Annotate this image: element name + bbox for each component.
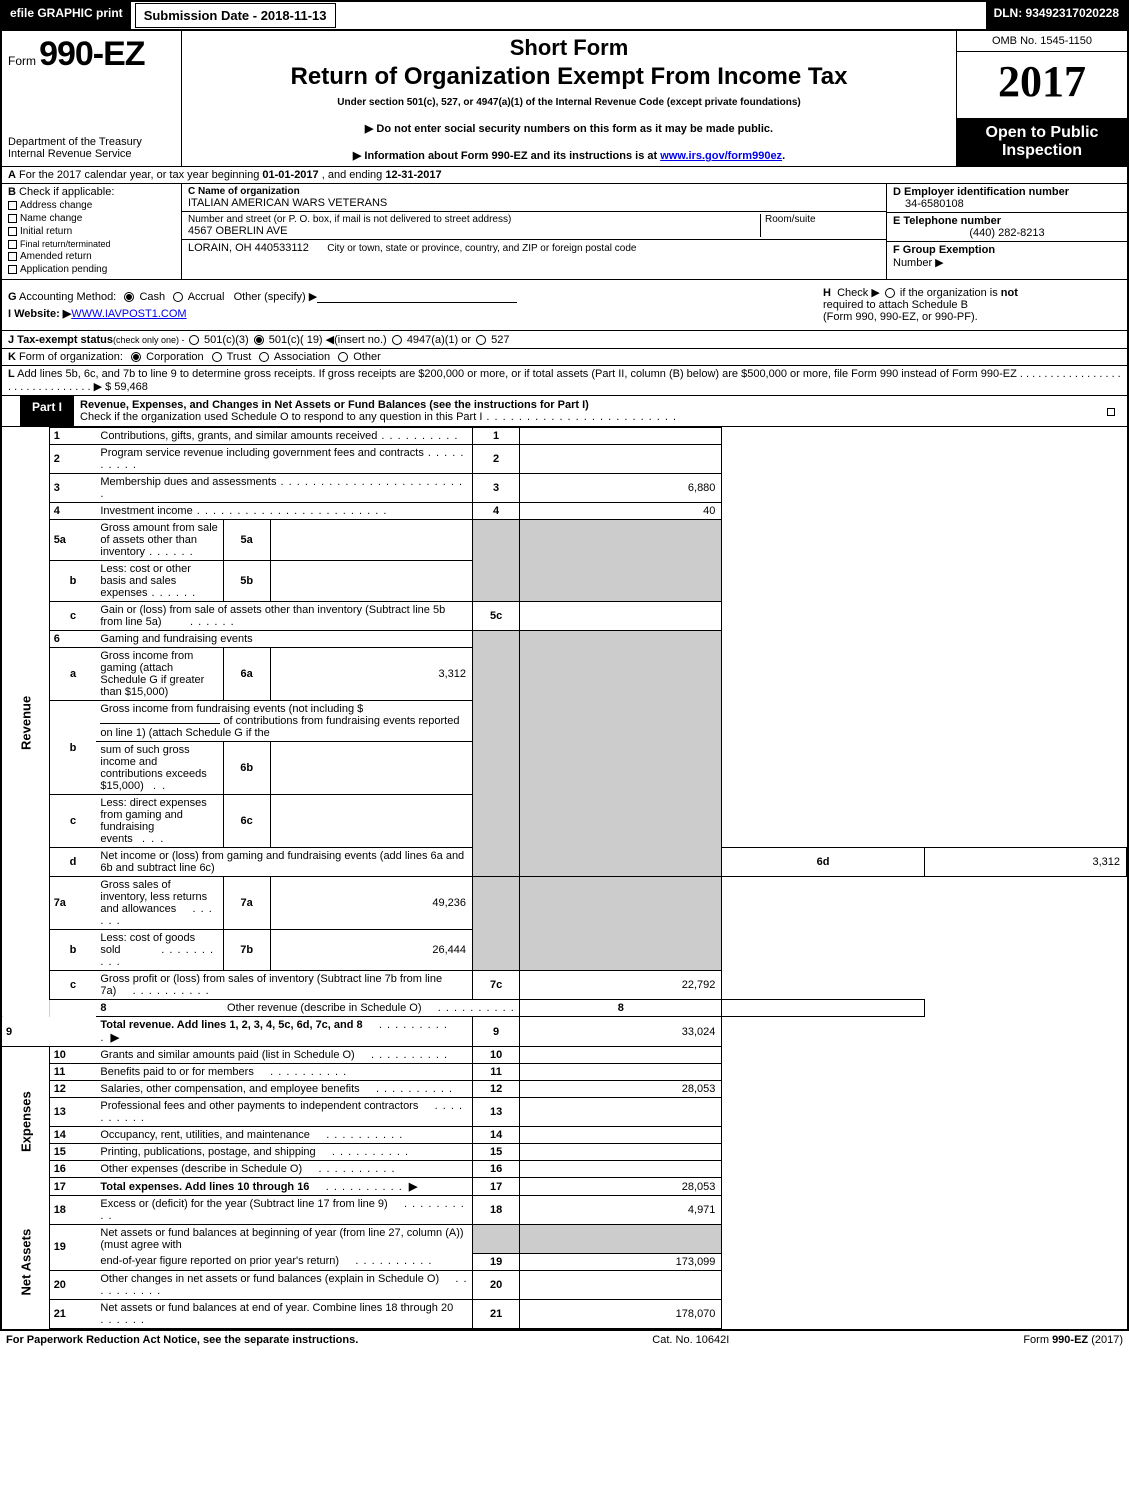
val-12: 28,053 bbox=[520, 1081, 722, 1098]
val-18: 4,971 bbox=[520, 1196, 722, 1225]
chk-amended-return[interactable] bbox=[8, 252, 17, 261]
section-g-h-i: G Accounting Method: Cash Accrual Other … bbox=[2, 280, 1127, 331]
omb-number: OMB No. 1545-1150 bbox=[957, 31, 1127, 52]
dln-label: DLN: 93492317020228 bbox=[986, 2, 1127, 29]
chk-initial-return[interactable] bbox=[8, 227, 17, 236]
val-1 bbox=[520, 428, 722, 445]
section-b: B Check if applicable: Address change Na… bbox=[2, 184, 182, 279]
line-l: L Add lines 5b, 6c, and 7b to line 9 to … bbox=[2, 366, 1127, 396]
chk-address-change[interactable] bbox=[8, 201, 17, 210]
ssn-warning: ▶ Do not enter social security numbers o… bbox=[188, 122, 950, 135]
radio-527[interactable] bbox=[476, 335, 486, 345]
line-j: J Tax-exempt status(check only one) - 50… bbox=[2, 331, 1127, 349]
form-number: 990-EZ bbox=[39, 35, 145, 73]
val-5b bbox=[270, 561, 472, 602]
val-19: 173,099 bbox=[520, 1253, 722, 1270]
room-suite-label: Room/suite bbox=[760, 214, 880, 237]
section-d-e-f: D Employer identification number 34-6580… bbox=[887, 184, 1127, 279]
side-expenses: Expenses bbox=[2, 1047, 49, 1196]
radio-4947[interactable] bbox=[392, 335, 402, 345]
val-9: 33,024 bbox=[520, 1017, 722, 1047]
radio-cash[interactable] bbox=[124, 292, 134, 302]
val-16 bbox=[520, 1161, 722, 1178]
val-7a: 49,236 bbox=[270, 877, 472, 930]
short-form-title: Short Form bbox=[188, 35, 950, 61]
line-i: I Website: ▶WWW.IAVPOST1.COM bbox=[8, 307, 811, 320]
val-8 bbox=[722, 1000, 924, 1017]
radio-501c[interactable] bbox=[254, 335, 264, 345]
instructions-link[interactable]: www.irs.gov/form990ez bbox=[660, 150, 782, 162]
phone-value: (440) 282-8213 bbox=[893, 227, 1121, 239]
side-revenue: Revenue bbox=[2, 428, 49, 1017]
val-13 bbox=[520, 1098, 722, 1127]
submission-date-label: Submission Date - 2018-11-13 bbox=[135, 3, 336, 28]
group-exemption-label: F Group Exemption bbox=[893, 244, 995, 256]
side-net-assets: Net Assets bbox=[2, 1196, 49, 1329]
val-6c bbox=[270, 795, 472, 848]
val-21: 178,070 bbox=[520, 1299, 722, 1328]
val-3: 6,880 bbox=[520, 474, 722, 503]
page-footer: For Paperwork Reduction Act Notice, see … bbox=[0, 1331, 1129, 1349]
val-5c bbox=[520, 602, 722, 631]
val-4: 40 bbox=[520, 503, 722, 520]
radio-trust[interactable] bbox=[212, 352, 222, 362]
ein-value: 34-6580108 bbox=[893, 198, 1121, 210]
radio-corporation[interactable] bbox=[131, 352, 141, 362]
val-7b: 26,444 bbox=[270, 930, 472, 971]
chk-final-return[interactable] bbox=[8, 240, 17, 249]
val-14 bbox=[520, 1127, 722, 1144]
radio-association[interactable] bbox=[259, 352, 269, 362]
street-address: 4567 OBERLIN AVE bbox=[188, 225, 760, 237]
part-1-table: Revenue 1 Contributions, gifts, grants, … bbox=[2, 427, 1127, 1329]
val-2 bbox=[520, 445, 722, 474]
val-6d: 3,312 bbox=[924, 848, 1126, 877]
chk-application-pending[interactable] bbox=[8, 265, 17, 274]
line-h: H Check ▶ if the organization is not req… bbox=[817, 280, 1127, 330]
radio-other-org[interactable] bbox=[338, 352, 348, 362]
efile-print-button[interactable]: efile GRAPHIC print bbox=[2, 2, 133, 29]
chk-name-change[interactable] bbox=[8, 214, 17, 223]
form-prefix: Form bbox=[8, 54, 36, 68]
tax-year: 2017 bbox=[957, 52, 1127, 118]
val-7c: 22,792 bbox=[520, 971, 722, 1000]
part-1-tab: Part I bbox=[20, 396, 74, 426]
topbar: efile GRAPHIC print Submission Date - 20… bbox=[2, 2, 1127, 31]
open-to-public-badge: Open to PublicInspection bbox=[957, 118, 1127, 166]
val-6b bbox=[270, 742, 472, 795]
radio-501c3[interactable] bbox=[189, 335, 199, 345]
line-a: A For the 2017 calendar year, or tax yea… bbox=[2, 167, 1127, 184]
org-name: ITALIAN AMERICAN WARS VETERANS bbox=[188, 197, 880, 209]
section-c: C Name of organization ITALIAN AMERICAN … bbox=[182, 184, 887, 279]
form-title: Return of Organization Exempt From Incom… bbox=[188, 63, 950, 91]
website-link[interactable]: WWW.IAVPOST1.COM bbox=[71, 308, 186, 320]
val-6a: 3,312 bbox=[270, 648, 472, 701]
city-state-zip: LORAIN, OH 440533112 bbox=[188, 242, 309, 254]
radio-accrual[interactable] bbox=[173, 292, 183, 302]
radio-schedule-b[interactable] bbox=[885, 288, 895, 298]
val-15 bbox=[520, 1144, 722, 1161]
chk-schedule-o-part1[interactable] bbox=[1107, 408, 1115, 416]
cat-no: Cat. No. 10642I bbox=[652, 1334, 729, 1346]
val-10 bbox=[520, 1047, 722, 1064]
val-20 bbox=[520, 1270, 722, 1299]
val-17: 28,053 bbox=[520, 1178, 722, 1196]
line-g: G Accounting Method: Cash Accrual Other … bbox=[8, 290, 811, 303]
form-header: Form 990-EZ Department of the Treasury I… bbox=[2, 31, 1127, 167]
val-5a bbox=[270, 520, 472, 561]
form-subtitle: Under section 501(c), 527, or 4947(a)(1)… bbox=[188, 97, 950, 108]
val-11 bbox=[520, 1064, 722, 1081]
line-k: K Form of organization: Corporation Trus… bbox=[2, 349, 1127, 366]
part-1-header: Part I Revenue, Expenses, and Changes in… bbox=[2, 396, 1127, 427]
dept-treasury: Department of the Treasury bbox=[8, 136, 175, 148]
section-b-to-f: B Check if applicable: Address change Na… bbox=[2, 184, 1127, 280]
dept-irs: Internal Revenue Service bbox=[8, 148, 175, 160]
phone-label: E Telephone number bbox=[893, 215, 1001, 227]
instructions-note: ▶ Information about Form 990-EZ and its … bbox=[188, 149, 950, 162]
ein-label: D Employer identification number bbox=[893, 186, 1069, 198]
